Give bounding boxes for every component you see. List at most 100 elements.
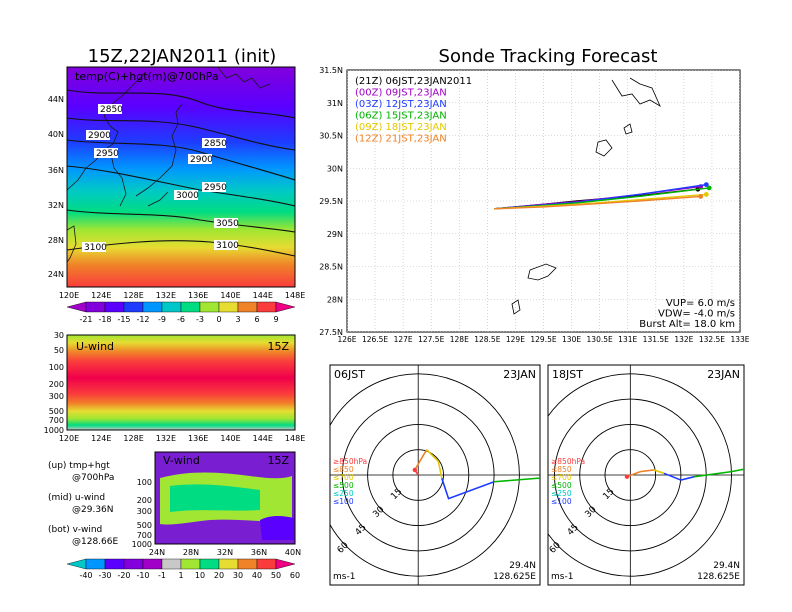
uwind-lon-tick: 144E — [253, 434, 273, 443]
hodograph-segment — [626, 469, 655, 478]
uwind-p-tick: 50 — [54, 346, 64, 355]
uwind-lon-tick: 124E — [91, 434, 111, 443]
temp-colorbar-label: -18 — [98, 315, 111, 324]
tracking-lat-ticks: 27.5N 28N 28.5N 29N 29.5N 30N 30.5N 31N 31.5N — [319, 66, 343, 337]
temp-colorbar-swatch — [142, 301, 163, 313]
contour-label-bg — [214, 240, 238, 250]
right-title: Sonde Tracking Forecast — [439, 46, 658, 67]
contour-labels: 2850 2900 2950 3000 3050 3100 2850 2900 2950 3100 — [82, 104, 239, 253]
tracking-lon-tick: 126.5E — [362, 335, 388, 344]
uwind-lon-tick: 120E — [59, 434, 79, 443]
wind-colorbar: -40 -30 -20 -10 -1 1 10 20 30 40 50 60 — [66, 558, 300, 580]
tracking-lon-tick: 130E — [562, 335, 581, 344]
contour-label-bg — [86, 130, 110, 140]
hodograph-level-legend: ≤100 — [551, 497, 572, 506]
temp-colorbar-swatch — [199, 301, 220, 313]
hodograph-date: 23JAN — [503, 368, 536, 381]
map-lon-ticks: 120E 124E 128E 132E 136E 140E 144E 148E — [59, 291, 305, 300]
hodograph-title: 06JST — [334, 368, 365, 381]
tracking-panel: (21Z) 06JST,23JAN2011(00Z) 09JST,23JAN(0… — [319, 66, 750, 344]
map-lon-tick: 124E — [91, 291, 111, 300]
tracking-lat-tick: 29N — [327, 230, 343, 239]
contour-label-bg — [214, 218, 238, 228]
contour-label: 2850 — [204, 139, 227, 149]
tracking-coastline — [511, 77, 661, 315]
contour-label-bg — [94, 148, 118, 158]
tracking-grid — [347, 70, 740, 332]
hodograph-segment — [494, 477, 540, 483]
temp-map-panel: temp(C)+hgt(m)@700hPa 2850 2900 2950 3000 30… — [48, 66, 305, 300]
tracking-lon-tick: 133E — [730, 335, 749, 344]
uwind-label: U-wind — [76, 340, 114, 353]
map-lat-ticks: 24N 28N 32N 36N 40N 44N — [48, 95, 64, 279]
hodograph-segment — [765, 460, 792, 465]
note-line1: (up) tmp+hgt — [48, 461, 110, 471]
tracking-lat-tick: 27.5N — [319, 328, 343, 337]
wind-colorbar-label: -20 — [117, 571, 130, 580]
tracking-legend-entry: (12Z) 21JST,23JAN — [355, 134, 447, 145]
note-line1: (bot) v-wind — [48, 525, 102, 535]
wind-colorbar-swatch — [142, 558, 163, 570]
map-lon-tick: 144E — [253, 291, 273, 300]
hodograph-start-point — [412, 467, 418, 473]
wind-colorbar-swatch — [85, 558, 106, 570]
map-lon-tick: 132E — [156, 291, 176, 300]
wind-colorbar-swatch — [123, 558, 144, 570]
map-lat-tick: 28N — [48, 236, 64, 245]
contour-label: 3100 — [216, 241, 239, 251]
temp-colorbar-label: 6 — [254, 315, 259, 324]
temp-colorbar-label: 3 — [235, 315, 240, 324]
uwind-field — [67, 335, 295, 430]
tracking-lat-tick: 30N — [327, 164, 343, 173]
contour-label: 3100 — [84, 243, 107, 253]
tracking-info-line: Burst Alt= 18.0 km — [639, 319, 735, 330]
tracking-lon-tick: 129E — [506, 335, 525, 344]
tracking-info-line: VUP= 6.0 m/s — [666, 298, 735, 309]
hodograph-lat: 29.4N — [713, 561, 740, 571]
wind-colorbar-swatch — [66, 558, 87, 570]
hodograph-title: 18JST — [552, 368, 583, 381]
hodograph-lon: 128.625E — [493, 572, 536, 582]
wind-colorbar-swatch — [199, 558, 220, 570]
wind-colorbar-label: -40 — [79, 571, 92, 580]
contour-label: 2950 — [204, 183, 227, 193]
note-line2: @700hPa — [72, 473, 114, 483]
trajectory-endpoint — [706, 185, 712, 191]
uwind-p-tick: 100 — [49, 363, 64, 372]
tracking-legend-entry: (21Z) 06JST,23JAN2011 — [355, 76, 472, 87]
wind-colorbar-label: 10 — [195, 571, 205, 580]
temp-colorbar-swatch — [104, 301, 125, 313]
uwind-lon-tick: 148E — [285, 434, 305, 443]
temp-colorbar-swatch — [85, 301, 106, 313]
wind-colorbar-label: -30 — [98, 571, 111, 580]
trajectory-line — [494, 195, 701, 210]
contour-label: 3050 — [216, 219, 239, 229]
tracking-lon-tick: 127.5E — [418, 335, 444, 344]
hodograph-segment — [414, 449, 428, 471]
uwind-lon-ticks: 120E 124E 128E 132E 136E 140E 144E 148E — [59, 434, 305, 443]
wind-colorbar-swatch — [237, 558, 258, 570]
map-lon-tick: 120E — [59, 291, 79, 300]
temp-colorbar-swatch — [218, 301, 239, 313]
left-title: 15Z,22JAN2011 (init) — [88, 46, 277, 67]
tracking-legend-entry: (03Z) 12JST,23JAN — [355, 99, 447, 110]
tracking-lat-tick: 28N — [327, 295, 343, 304]
wind-colorbar-swatch — [180, 558, 201, 570]
contour-label: 3000 — [176, 191, 199, 201]
wind-colorbar-label: 50 — [271, 571, 281, 580]
tracking-lon-tick: 132E — [674, 335, 693, 344]
hodograph-lat: 29.4N — [509, 561, 536, 571]
hodograph-segment — [694, 468, 744, 478]
contour-label-bg — [82, 242, 106, 252]
hodograph-level-legend: ≤850 — [333, 465, 354, 474]
map-lat-tick: 24N — [48, 270, 64, 279]
contour-label-bg — [202, 182, 226, 192]
tracking-lat-tick: 31.5N — [319, 66, 343, 75]
coastline — [67, 67, 271, 263]
hodograph-level-legend: ≤700 — [333, 473, 354, 482]
wind-colorbar-label: 30 — [233, 571, 243, 580]
